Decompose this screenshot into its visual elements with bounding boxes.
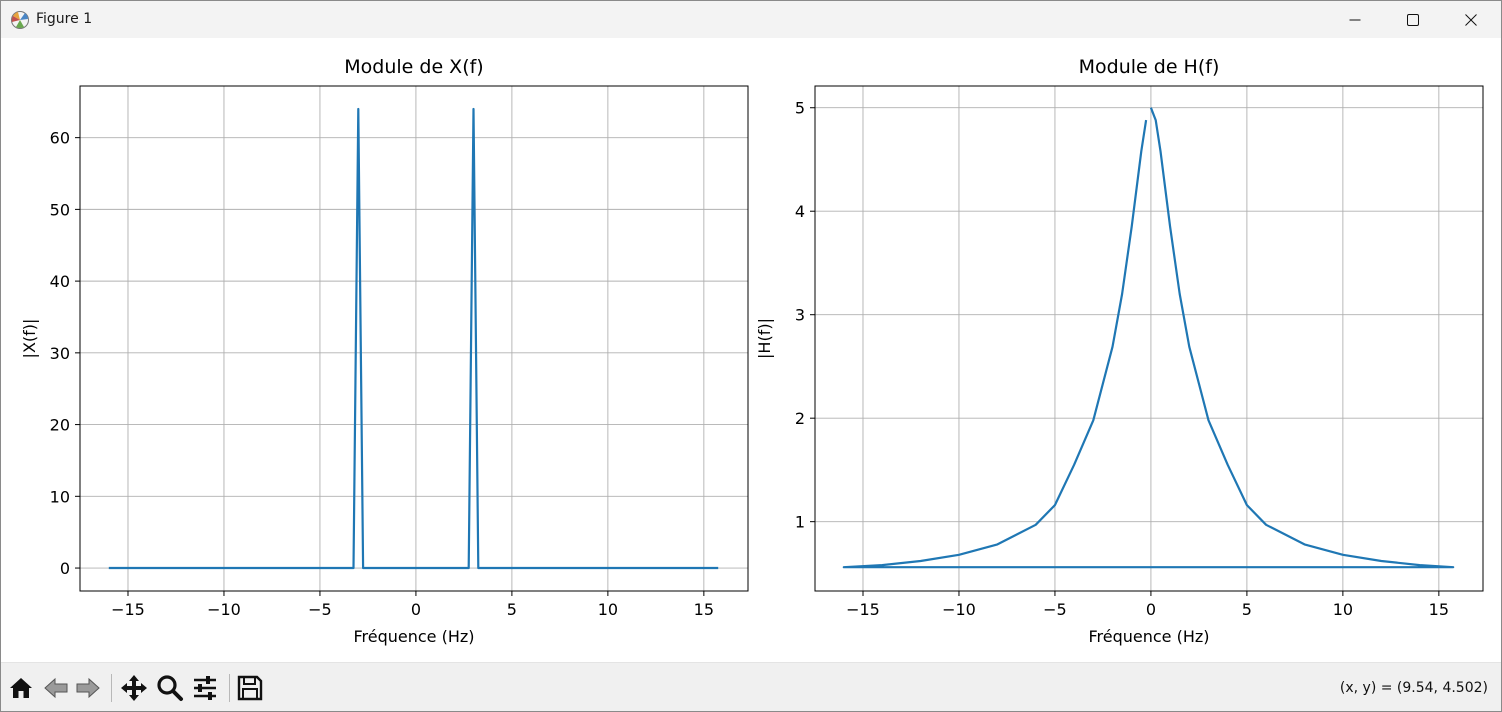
x-tick-label: −10 <box>942 600 976 619</box>
zoom-icon <box>157 675 183 701</box>
y-tick-label: 3 <box>795 306 805 325</box>
y-tick-label: 30 <box>50 344 70 363</box>
y-tick-label: 50 <box>50 200 70 219</box>
x-axis-label: Fréquence (Hz) <box>353 627 474 646</box>
series-line-1 <box>842 107 1455 569</box>
x-tick-label: 5 <box>507 600 517 619</box>
x-tick-label: 0 <box>411 600 421 619</box>
home-button[interactable] <box>6 673 36 703</box>
plot-title: Module de H(f) <box>1079 56 1220 78</box>
navigation-toolbar: (x, y) = (9.54, 4.502) <box>1 662 1501 711</box>
y-tick-label: 40 <box>50 272 70 291</box>
x-tick-label: 0 <box>1146 600 1156 619</box>
series-line-1 <box>108 107 719 570</box>
y-tick-label: 5 <box>795 99 805 118</box>
y-axis-label: |H(f)| <box>755 318 774 359</box>
x-tick-label: 15 <box>694 600 714 619</box>
pan-button[interactable] <box>119 673 149 703</box>
figure-canvas[interactable]: −15 −10 −5 0 5 10 15 0 10 20 30 40 50 60 Module de X(f… <box>1 38 1501 662</box>
y-tick-label: 1 <box>795 513 805 532</box>
x-tick-label: 10 <box>598 600 618 619</box>
save-button[interactable] <box>235 673 265 703</box>
y-axis-label: |X(f)| <box>20 319 39 359</box>
back-button[interactable] <box>41 673 71 703</box>
matplotlib-icon <box>10 10 30 30</box>
window-title: Figure 1 <box>36 11 93 27</box>
maximize-icon <box>1407 13 1419 26</box>
save-icon <box>237 675 263 701</box>
x-tick-label: 5 <box>1242 600 1252 619</box>
zoom-button[interactable] <box>155 673 185 703</box>
close-icon <box>1465 13 1477 26</box>
y-tick-label: 20 <box>50 416 70 435</box>
forward-button[interactable] <box>73 673 103 703</box>
minimize-icon <box>1349 19 1361 20</box>
close-button[interactable] <box>1442 1 1500 38</box>
configure-subplots-button[interactable] <box>190 673 220 703</box>
toolbar-separator <box>229 674 230 702</box>
x-tick-label: 15 <box>1429 600 1449 619</box>
title-bar[interactable]: Figure 1 <box>1 1 1501 38</box>
y-tick-label: 4 <box>795 202 805 221</box>
plot-title: Module de X(f) <box>344 56 483 78</box>
x-tick-label: 10 <box>1333 600 1353 619</box>
axes-1: −15 −10 −5 0 5 10 15 0 10 20 30 40 50 60 Module de X(f… <box>20 56 749 646</box>
home-icon <box>10 678 32 698</box>
x-axis-label: Fréquence (Hz) <box>1088 627 1209 646</box>
y-tick-label: 0 <box>60 559 70 578</box>
maximize-button[interactable] <box>1384 1 1442 38</box>
x-tick-label: −5 <box>1043 600 1067 619</box>
y-tick-label: 2 <box>795 409 805 428</box>
x-tick-label: −5 <box>308 600 332 619</box>
toolbar-separator <box>111 674 112 702</box>
x-tick-label: −15 <box>111 600 145 619</box>
configure-subplots-icon <box>194 676 216 700</box>
y-tick-label: 10 <box>50 487 70 506</box>
axes-2: −15 −10 −5 0 5 10 15 1 2 3 4 5 Module de H(f) Fréquen… <box>755 56 1484 646</box>
pan-icon <box>121 675 147 701</box>
x-tick-label: −10 <box>207 600 241 619</box>
y-tick-label: 60 <box>50 129 70 148</box>
minimize-button[interactable] <box>1326 1 1384 38</box>
axes-frame <box>814 85 1484 592</box>
axes-frame <box>79 85 749 592</box>
forward-arrow-icon <box>76 677 100 699</box>
back-arrow-icon <box>44 677 68 699</box>
cursor-coordinates: (x, y) = (9.54, 4.502) <box>1339 680 1488 696</box>
x-tick-label: −15 <box>846 600 880 619</box>
